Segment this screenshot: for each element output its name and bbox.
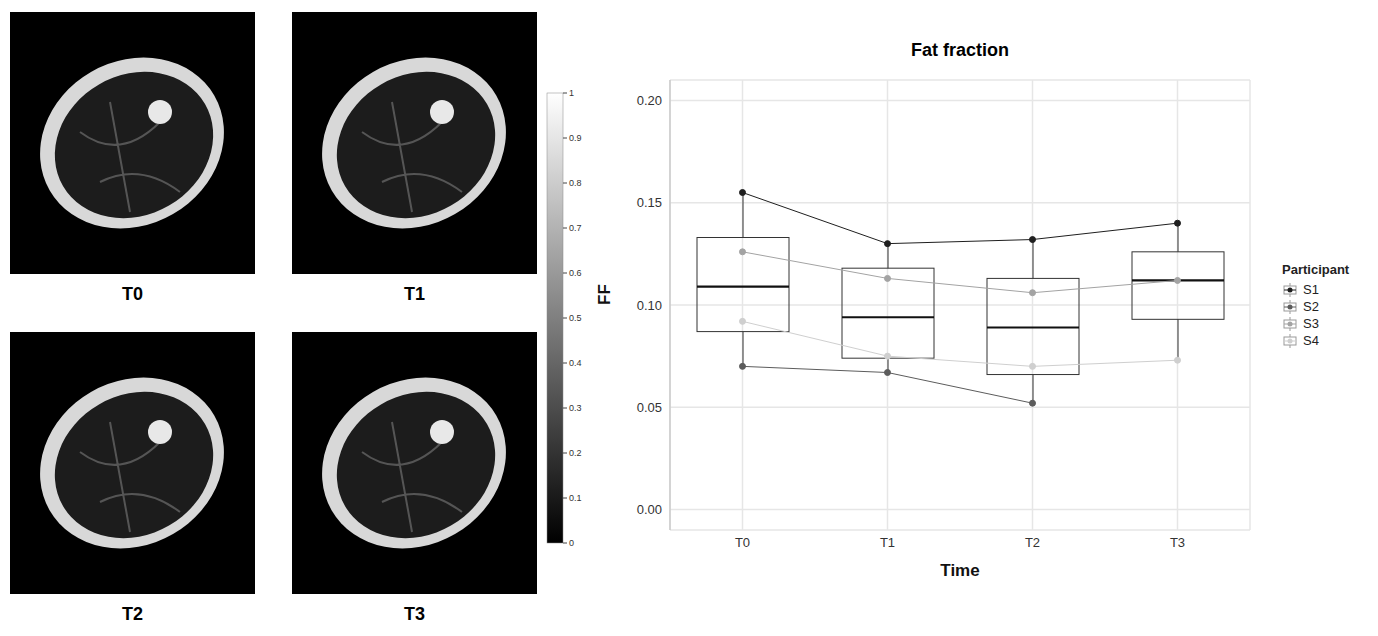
svg-text:1: 1 bbox=[569, 88, 574, 98]
svg-text:0.6: 0.6 bbox=[569, 268, 582, 278]
svg-text:0.15: 0.15 bbox=[637, 195, 662, 210]
svg-text:0.9: 0.9 bbox=[569, 133, 582, 143]
html-text:Fat fraction: Fat fraction bbox=[911, 40, 1009, 60]
svg-text:0.3: 0.3 bbox=[569, 403, 582, 413]
svg-text:0.4: 0.4 bbox=[569, 358, 582, 368]
svg-text:FF: FF bbox=[595, 284, 614, 305]
svg-text:0.2: 0.2 bbox=[569, 448, 582, 458]
html-text:S4: S4 bbox=[1303, 333, 1319, 348]
html-text:S3: S3 bbox=[1303, 316, 1319, 331]
svg-text:0.00: 0.00 bbox=[637, 502, 662, 517]
svg-text:T3: T3 bbox=[1170, 535, 1185, 550]
svg-text:T1: T1 bbox=[880, 535, 895, 550]
svg-text:0.05: 0.05 bbox=[637, 400, 662, 415]
svg-text:0.1: 0.1 bbox=[569, 493, 582, 503]
svg-text:0: 0 bbox=[569, 538, 574, 548]
html-text:T3: T3 bbox=[404, 604, 425, 624]
html-text:T0: T0 bbox=[122, 284, 143, 304]
html-text:S2: S2 bbox=[1303, 299, 1319, 314]
html-text:Participant: Participant bbox=[1282, 262, 1350, 277]
svg-text:T2: T2 bbox=[1025, 535, 1040, 550]
svg-text:0.20: 0.20 bbox=[637, 93, 662, 108]
html-text:S1: S1 bbox=[1303, 282, 1319, 297]
svg-text:0.8: 0.8 bbox=[569, 178, 582, 188]
svg-text:T0: T0 bbox=[735, 535, 750, 550]
svg-text:Time: Time bbox=[940, 561, 979, 580]
html-text:T1: T1 bbox=[404, 284, 425, 304]
svg-text:0.10: 0.10 bbox=[637, 298, 662, 313]
html-text:T2: T2 bbox=[122, 604, 143, 624]
svg-text:0.7: 0.7 bbox=[569, 223, 582, 233]
svg-text:0.5: 0.5 bbox=[569, 313, 582, 323]
